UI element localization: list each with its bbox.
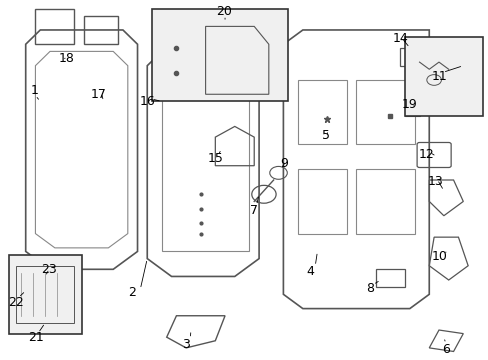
Text: 17: 17	[90, 88, 106, 101]
Text: 19: 19	[401, 99, 417, 112]
Text: 2: 2	[127, 286, 135, 299]
Text: 12: 12	[418, 148, 434, 161]
Text: 5: 5	[322, 129, 329, 142]
Text: 22: 22	[8, 296, 24, 309]
Text: 6: 6	[442, 343, 449, 356]
Text: 9: 9	[280, 157, 288, 170]
FancyBboxPatch shape	[152, 9, 287, 102]
Text: 10: 10	[431, 250, 447, 263]
Text: 11: 11	[431, 70, 447, 83]
Text: 1: 1	[30, 84, 39, 97]
Text: 14: 14	[391, 32, 407, 45]
Text: 15: 15	[207, 152, 223, 165]
Text: 23: 23	[41, 263, 57, 276]
Text: 18: 18	[59, 52, 75, 65]
FancyBboxPatch shape	[404, 37, 482, 116]
Text: 3: 3	[182, 338, 190, 351]
Text: 13: 13	[427, 175, 443, 188]
Text: 7: 7	[250, 204, 258, 217]
Text: 21: 21	[28, 332, 44, 345]
Text: 4: 4	[305, 265, 313, 278]
Text: 8: 8	[365, 283, 373, 296]
Text: 16: 16	[139, 95, 155, 108]
Text: 20: 20	[216, 5, 231, 18]
FancyBboxPatch shape	[9, 255, 81, 334]
